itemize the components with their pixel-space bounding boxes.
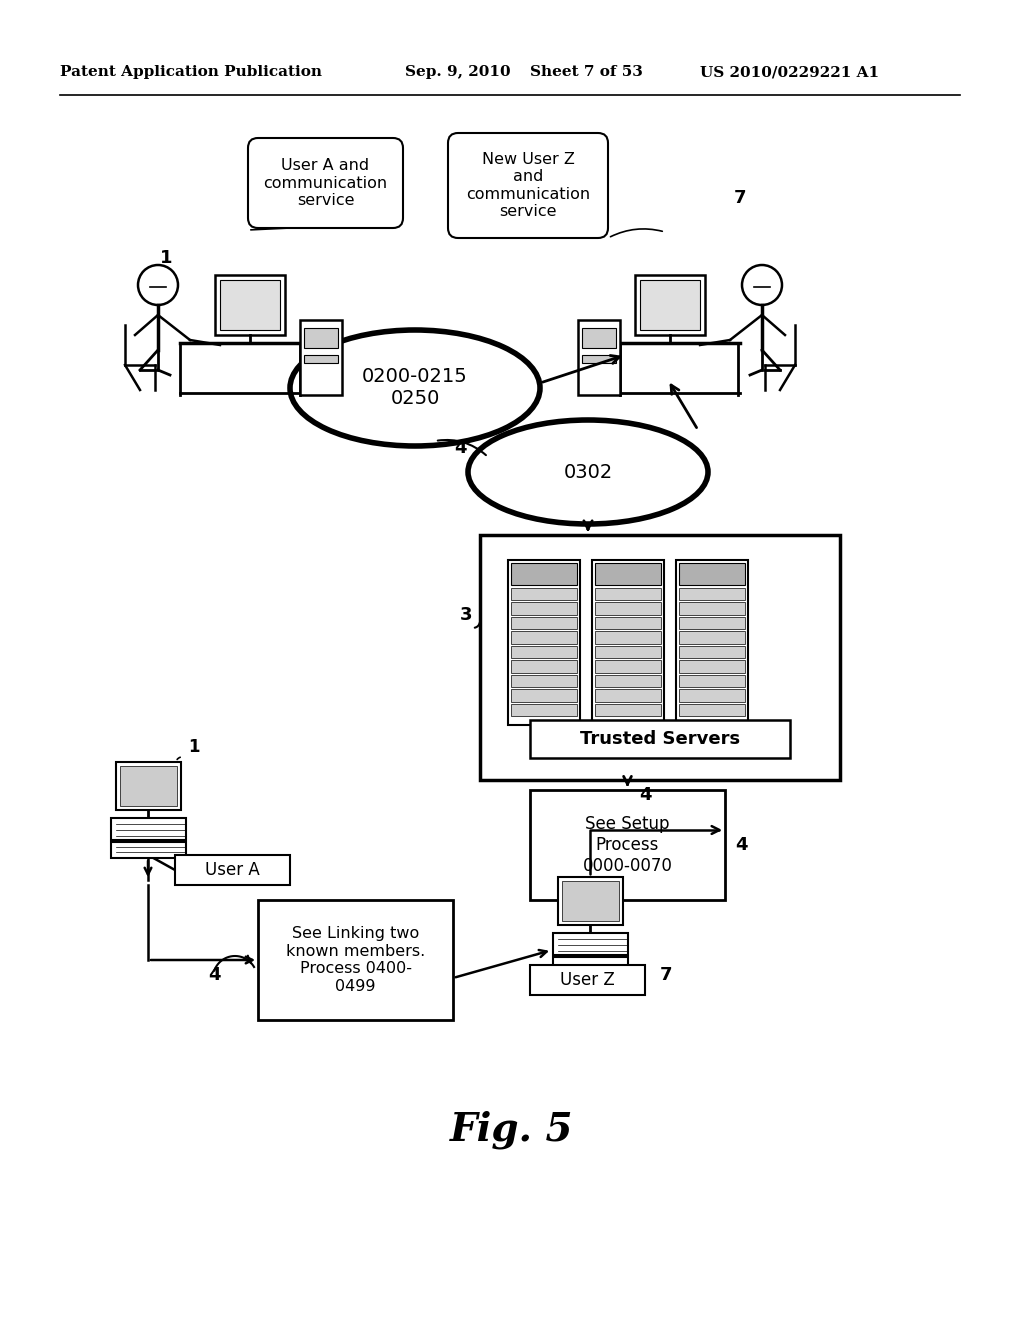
Text: Fig. 5: Fig. 5 [451,1110,573,1150]
Bar [582,355,616,363]
Bar [215,275,285,335]
Bar [595,564,662,585]
Text: 0302: 0302 [563,462,612,482]
Text: 4: 4 [640,785,652,804]
Text: Sheet 7 of 53: Sheet 7 of 53 [530,65,643,79]
Bar [562,880,618,921]
Bar [530,965,645,995]
Bar [595,587,662,601]
Text: New User Z
and
communication
service: New User Z and communication service [466,152,590,219]
Bar [530,789,725,900]
Bar [679,564,745,585]
Bar [304,327,338,348]
Bar [120,766,177,807]
Bar [530,719,790,758]
Bar [304,355,338,363]
Bar [553,933,628,954]
Bar [595,645,662,659]
Bar [679,704,745,715]
Bar [220,280,280,330]
Bar [511,602,577,615]
Bar [635,275,705,335]
Bar [595,631,662,644]
Text: User Z: User Z [560,972,614,989]
Bar [511,675,577,688]
Bar [558,876,623,925]
Bar [592,560,664,725]
Text: See Setup
Process
0000-0070: See Setup Process 0000-0070 [583,816,673,875]
Bar [511,631,577,644]
Bar [258,900,453,1020]
Bar [480,535,840,780]
Bar [595,689,662,701]
Bar [679,602,745,615]
Bar [511,616,577,630]
Bar [508,560,580,725]
Bar [679,675,745,688]
Bar [553,957,628,973]
Text: See Linking two
known members.
Process 0400-
0499: See Linking two known members. Process 0… [286,927,425,994]
FancyBboxPatch shape [248,139,403,228]
Bar [578,319,620,395]
Bar [679,587,745,601]
Bar [511,704,577,715]
Text: 4: 4 [454,440,466,457]
Bar [300,319,342,395]
Text: User A: User A [205,861,259,879]
Bar [511,564,577,585]
Bar [595,660,662,673]
Bar [111,842,186,858]
Text: US 2010/0229221 A1: US 2010/0229221 A1 [700,65,880,79]
Text: 4: 4 [735,836,748,854]
Text: 3: 3 [460,606,472,624]
Text: 7: 7 [734,189,746,207]
Bar [595,602,662,615]
Bar [595,616,662,630]
Text: 4: 4 [208,966,220,983]
Bar [511,587,577,601]
Ellipse shape [468,420,708,524]
Bar [595,704,662,715]
Bar [511,660,577,673]
Bar [111,818,186,840]
Bar [679,616,745,630]
Text: Patent Application Publication: Patent Application Publication [60,65,322,79]
Bar [511,645,577,659]
Text: 0200-0215
0250: 0200-0215 0250 [362,367,468,408]
Bar [582,327,616,348]
Bar [511,689,577,701]
Text: User A and
communication
service: User A and communication service [263,158,387,209]
Bar [175,855,290,884]
Text: Sep. 9, 2010: Sep. 9, 2010 [406,65,511,79]
Bar [595,675,662,688]
Bar [116,762,181,810]
Text: Trusted Servers: Trusted Servers [580,730,740,748]
Bar [676,560,748,725]
Bar [679,660,745,673]
Bar [640,280,700,330]
Bar [679,645,745,659]
Text: 1: 1 [160,249,172,267]
Bar [679,689,745,701]
Text: 1: 1 [188,738,200,756]
Ellipse shape [290,330,540,446]
Bar [679,631,745,644]
FancyBboxPatch shape [449,133,608,238]
Text: 7: 7 [660,966,673,983]
